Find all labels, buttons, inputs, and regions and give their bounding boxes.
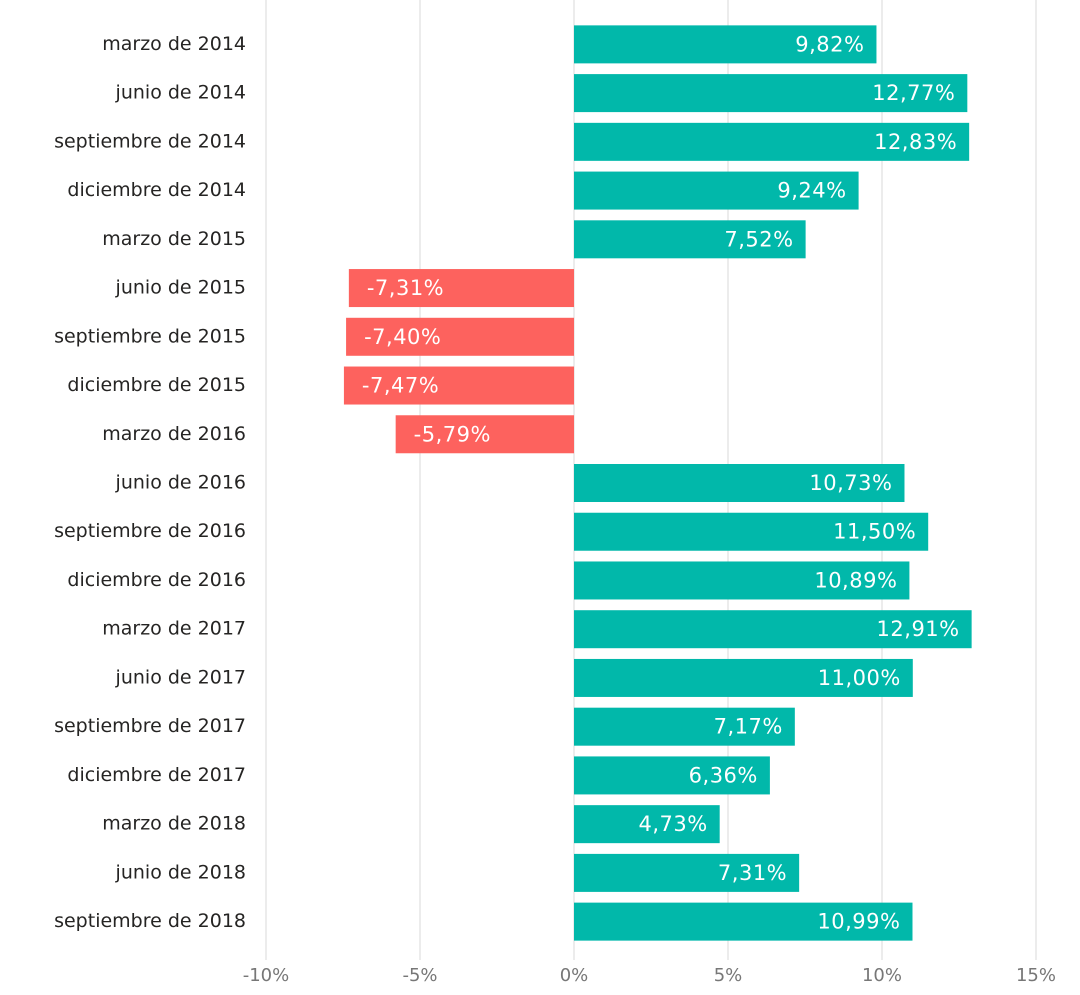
data-label: -7,47%: [362, 374, 439, 398]
y-tick-label: diciembre de 2017: [67, 764, 246, 786]
data-label: 7,31%: [718, 861, 787, 885]
data-label: 9,82%: [795, 32, 864, 56]
bar: [574, 25, 877, 64]
bar: [574, 220, 806, 259]
bar: [346, 317, 574, 356]
data-label: -7,31%: [367, 276, 444, 300]
y-tick-label: junio de 2014: [115, 82, 246, 104]
data-label: 7,17%: [714, 715, 783, 739]
y-tick-label: septiembre de 2016: [54, 520, 246, 542]
bar: [574, 805, 720, 844]
x-tick-label: 0%: [560, 965, 589, 986]
y-tick-label: septiembre de 2017: [54, 715, 246, 737]
data-label: 11,50%: [833, 520, 916, 544]
data-label: 6,36%: [689, 763, 758, 787]
y-tick-label: junio de 2018: [115, 861, 246, 883]
y-tick-label: marzo de 2017: [102, 618, 246, 640]
data-label: 7,52%: [724, 227, 793, 251]
bar: [574, 610, 972, 649]
y-tick-label: junio de 2015: [115, 277, 246, 299]
bar: [574, 853, 800, 892]
data-label: 9,24%: [777, 179, 846, 203]
y-tick-label: junio de 2017: [115, 666, 246, 688]
bar: [395, 415, 574, 454]
data-label: 10,89%: [814, 568, 897, 592]
data-label: -5,79%: [414, 422, 491, 446]
y-tick-label: marzo de 2016: [102, 423, 246, 445]
y-tick-label: marzo de 2014: [102, 33, 246, 55]
bar: [574, 902, 913, 941]
bar: [574, 561, 910, 600]
bar: [574, 707, 795, 746]
bar: [343, 366, 574, 405]
data-label: 12,83%: [874, 130, 957, 154]
bar: [574, 171, 859, 210]
x-tick-label: 10%: [862, 965, 902, 986]
bar: [574, 122, 970, 161]
data-label: 11,00%: [818, 666, 901, 690]
data-label: 12,91%: [877, 617, 960, 641]
x-tick-label: -5%: [402, 965, 437, 986]
bar: [574, 756, 770, 795]
x-tick-label: 15%: [1016, 965, 1056, 986]
y-tick-label: marzo de 2018: [102, 813, 246, 835]
x-tick-label: -10%: [243, 965, 290, 986]
data-label: -7,40%: [364, 325, 441, 349]
y-tick-label: septiembre de 2015: [54, 325, 246, 347]
y-tick-label: septiembre de 2014: [54, 130, 246, 152]
data-label: 4,73%: [638, 812, 707, 836]
data-label: 12,77%: [872, 81, 955, 105]
y-tick-label: septiembre de 2018: [54, 910, 246, 932]
y-tick-label: diciembre de 2016: [67, 569, 246, 591]
x-tick-label: 5%: [714, 965, 743, 986]
y-tick-label: marzo de 2015: [102, 228, 246, 250]
y-tick-label: diciembre de 2015: [67, 374, 246, 396]
bar: [574, 74, 968, 113]
bar: [574, 512, 929, 551]
y-tick-label: junio de 2016: [115, 472, 246, 494]
bar: [574, 658, 913, 697]
y-tick-label: diciembre de 2014: [67, 179, 246, 201]
data-label: 10,99%: [817, 910, 900, 934]
bar: [574, 464, 905, 502]
data-label: 10,73%: [809, 471, 892, 495]
bar: [348, 269, 574, 308]
